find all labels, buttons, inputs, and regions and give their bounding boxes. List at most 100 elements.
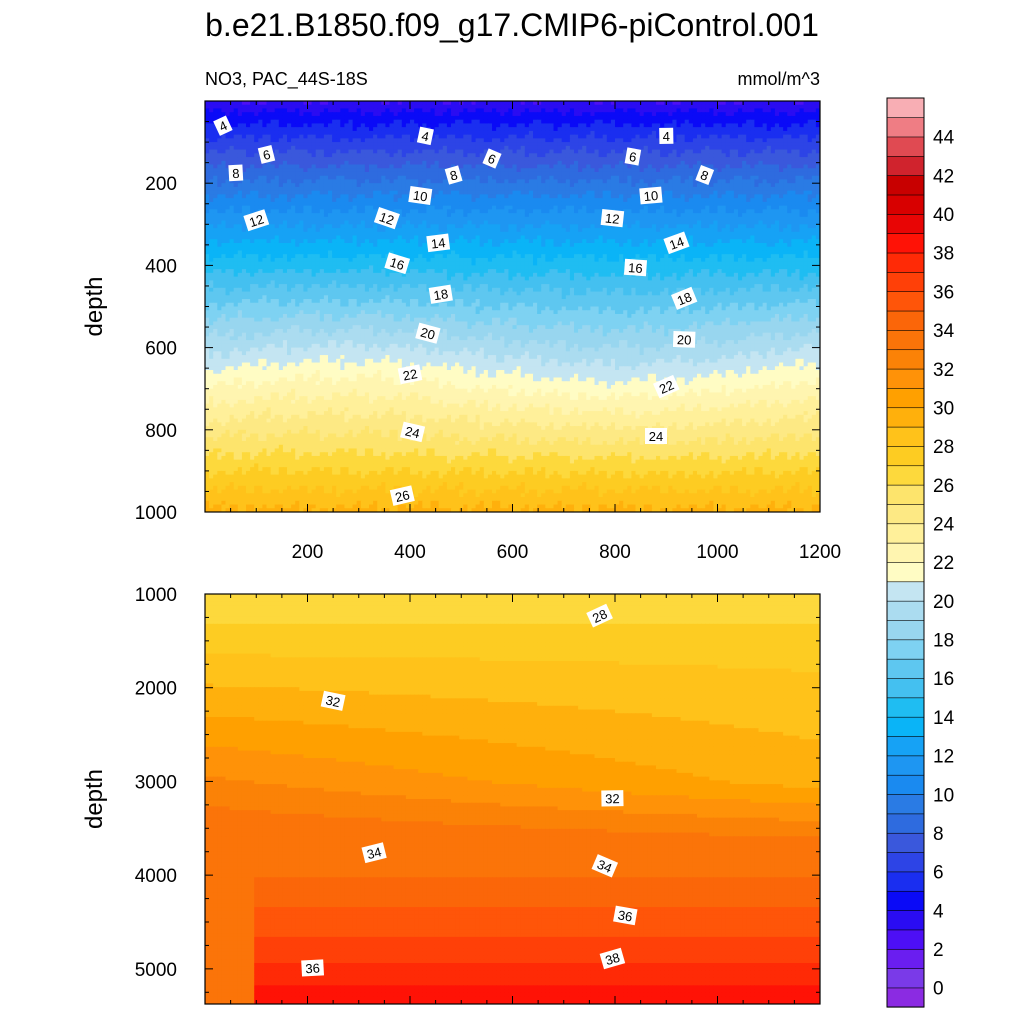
contour-cell [340, 142, 345, 147]
contour-cell [594, 108, 600, 113]
contour-cell [643, 112, 649, 117]
contour-cell [508, 164, 514, 169]
contour-cell [541, 119, 546, 125]
contour-cell [467, 130, 473, 136]
contour-cell [463, 115, 468, 121]
contour-cell [578, 153, 583, 158]
contour-cell [500, 194, 505, 199]
contour-cell [287, 138, 292, 143]
contour-cell [549, 164, 555, 169]
contour-cell [479, 168, 485, 173]
contour-cell [463, 175, 468, 181]
contour-cell [237, 216, 243, 222]
contour-cell [291, 160, 296, 166]
contour-cell [524, 142, 530, 147]
contour-cell [803, 157, 809, 162]
contour-cell [442, 216, 448, 222]
contour-cell [647, 149, 653, 154]
contour-cell [340, 101, 345, 106]
contour-cell [594, 115, 600, 121]
contour-cell [250, 205, 255, 210]
contour-cell [483, 112, 489, 117]
contour-cell [344, 142, 350, 147]
contour-cell [758, 216, 764, 222]
contour-cell [266, 220, 272, 225]
contour-cell [246, 171, 251, 177]
contour-cell [278, 149, 284, 154]
contour-cell [303, 115, 309, 121]
contour-cell [405, 127, 411, 132]
contour-cell [442, 220, 448, 225]
contour-cell [496, 194, 501, 199]
contour-cell [639, 134, 645, 139]
contour-cell [549, 115, 555, 121]
contour-cell [430, 171, 436, 177]
contour-cell [393, 104, 399, 110]
contour-cell [623, 142, 628, 147]
contour-cell [360, 213, 366, 218]
contour-cell [311, 190, 317, 196]
contour-cell [360, 123, 366, 128]
contour-cell [533, 183, 538, 188]
contour-cell [795, 112, 801, 117]
contour-cell [811, 168, 817, 173]
contour-cell [742, 198, 747, 203]
contour-cell [401, 153, 407, 158]
contour-cell [332, 153, 337, 158]
contour-cell [319, 138, 325, 143]
contour-cell [779, 201, 784, 207]
contour-cell [779, 149, 784, 154]
contour-cell [328, 220, 333, 225]
contour-cell [672, 153, 678, 158]
contour-cell [516, 149, 522, 154]
contour-cell [680, 115, 686, 121]
contour-cell [717, 127, 723, 132]
contour-cell [356, 220, 362, 225]
contour-cell [471, 153, 477, 158]
contour-cell [446, 205, 452, 210]
contour-cell [742, 130, 747, 136]
contour-cell [713, 190, 719, 196]
contour-cell [762, 164, 768, 169]
contour-cell [811, 216, 817, 222]
contour-cell [319, 101, 325, 106]
contour-cell [336, 142, 341, 147]
contour-cell [639, 220, 645, 225]
contour-cell [697, 145, 702, 151]
contour-cell [352, 138, 358, 143]
contour-cell [360, 205, 366, 210]
contour-cell [405, 160, 411, 166]
contour-cell [717, 179, 723, 184]
contour-cell [545, 145, 550, 151]
contour-cell [414, 149, 419, 154]
contour-cell [311, 119, 317, 125]
contour-cell [623, 205, 628, 210]
contour-cell [565, 127, 571, 132]
contour-cell [549, 153, 555, 158]
contour-cell [483, 194, 489, 199]
contour-cell [246, 119, 251, 125]
contour-cell [770, 198, 776, 203]
contour-cell [557, 115, 563, 121]
contour-cell [369, 175, 374, 181]
contour-cell [356, 205, 362, 210]
contour-cell [549, 142, 555, 147]
contour-cell [524, 201, 530, 207]
contour-cell [352, 213, 358, 218]
contour-cell [557, 130, 563, 136]
contour-cell [672, 145, 678, 151]
contour-cell [561, 108, 567, 113]
contour-cell [803, 123, 809, 128]
contour-cell [582, 220, 587, 225]
contour-cell [811, 115, 817, 121]
contour-cell [475, 205, 481, 210]
contour-cell [315, 190, 321, 196]
contour-cell [729, 194, 735, 199]
contour-cell [742, 216, 747, 222]
contour-cell [598, 157, 604, 162]
contour-cell [602, 201, 608, 207]
contour-cell [487, 119, 493, 125]
contour-cell [582, 138, 587, 143]
contour-cell [385, 108, 391, 113]
contour-cell [647, 123, 653, 128]
